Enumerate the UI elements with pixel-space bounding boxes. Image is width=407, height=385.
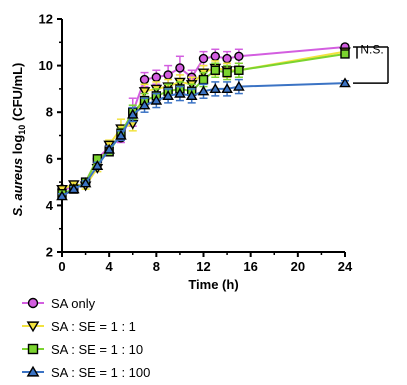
y-axis-title: S. aureus log10 (CFU/mL) (10, 63, 27, 217)
data-point (198, 74, 209, 85)
data-point (174, 87, 186, 98)
data-point (210, 65, 220, 75)
legend: SA only SA : SE = 1 : 1 SA : SE = 1 : 10 SA… (22, 296, 150, 380)
x-tick-label: 20 (291, 259, 305, 274)
legend-marker (27, 343, 39, 355)
y-tick-label: 10 (39, 58, 53, 73)
data-point (198, 53, 209, 64)
data-point (222, 53, 232, 64)
legend-item-2: SA : SE = 1 : 1 (22, 319, 136, 334)
data-point (233, 80, 245, 91)
x-tick-label: 8 (153, 259, 160, 274)
legend-item-3: SA : SE = 1 : 10 (22, 342, 143, 357)
legend-label: SA : SE = 1 : 10 (51, 342, 143, 357)
data-point (210, 51, 220, 61)
x-tick-label: 12 (196, 259, 210, 274)
data-point (91, 160, 104, 170)
legend-label: SA only (51, 296, 96, 311)
legend-item-4: SA : SE = 1 : 100 (22, 365, 150, 380)
data-point (340, 49, 350, 59)
y-tick-label: 12 (39, 12, 53, 27)
series-4 (56, 77, 351, 201)
data-point (103, 143, 115, 154)
data-point (162, 90, 174, 101)
data-point (339, 77, 351, 88)
legend-label: SA : SE = 1 : 1 (51, 319, 136, 334)
data-point (185, 90, 198, 101)
legend-marker (27, 297, 39, 309)
data-point (56, 190, 68, 201)
data-point (126, 108, 139, 119)
x-tick-label: 4 (106, 259, 114, 274)
x-tick-label: 0 (58, 259, 65, 274)
data-point (115, 129, 127, 140)
data-point (150, 94, 163, 105)
data-point (139, 74, 150, 85)
data-point (175, 63, 185, 73)
data-point (163, 70, 173, 80)
legend-marker (26, 365, 40, 377)
y-tick-label: 6 (46, 151, 53, 166)
x-tick-label: 16 (243, 259, 257, 274)
legend-label: SA : SE = 1 : 100 (51, 365, 150, 380)
ns-label: N.S. (360, 43, 383, 57)
legend-marker (26, 321, 40, 333)
series-layer: N.S. (56, 42, 389, 201)
data-point (234, 51, 244, 61)
x-axis-title: Time (h) (188, 277, 238, 292)
series-line (61, 82, 346, 197)
data-point (197, 85, 210, 96)
series-3 (57, 49, 350, 199)
data-point (138, 87, 151, 97)
data-point (151, 72, 162, 82)
y-tick-label: 4 (46, 198, 54, 213)
data-point (221, 83, 233, 94)
significance-bracket: N.S. (353, 43, 389, 84)
y-tick-label: 8 (46, 105, 53, 120)
data-point (234, 65, 244, 75)
data-point (67, 183, 80, 194)
y-tick-label: 2 (46, 245, 53, 260)
legend-item-1: SA only (22, 296, 96, 311)
data-point (209, 83, 222, 94)
series-2 (56, 47, 351, 195)
data-point (138, 99, 151, 110)
data-point (79, 177, 92, 188)
data-point (222, 67, 232, 78)
x-tick-label: 24 (338, 259, 353, 274)
